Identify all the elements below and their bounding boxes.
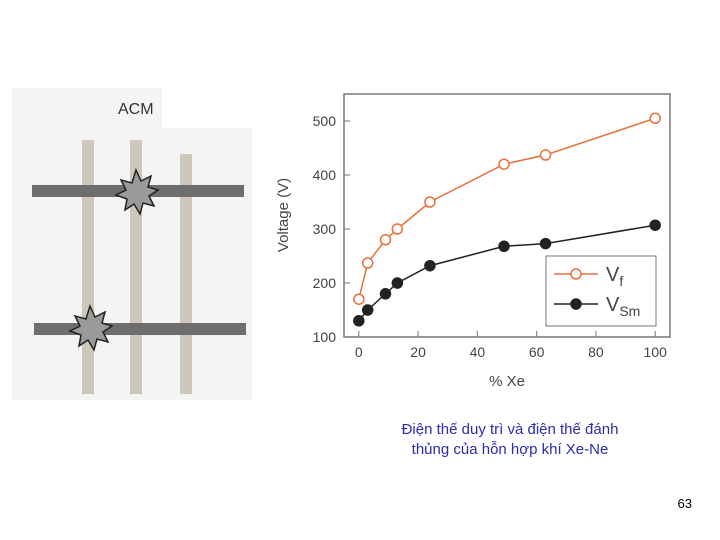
legend-label-vf: Vf: [606, 264, 623, 289]
data-point-vsm: [424, 259, 436, 272]
data-point-vsm: [353, 315, 365, 327]
y-tick-label: 500: [313, 113, 337, 129]
data-point-vf: [649, 112, 661, 125]
x-tick-label: 80: [588, 344, 604, 360]
legend-marker-vsm: [570, 298, 582, 310]
legend-marker-vf: [570, 268, 582, 280]
data-point-vsm: [649, 219, 661, 231]
data-point-vsm: [498, 240, 510, 253]
data-point-vf: [361, 257, 374, 269]
data-point-vsm: [391, 277, 404, 289]
y-tick-label: 100: [313, 329, 337, 345]
legend-label-vsm: VSm: [606, 294, 640, 319]
data-point-vf: [391, 223, 404, 235]
page-number: 63: [677, 496, 692, 511]
x-tick-label: 60: [529, 344, 545, 360]
voltage-vs-xe-chart: 100 200 300 400 500 0 20 40 60 80 100 Voltage (V)…: [275, 93, 671, 390]
x-tick-label: 0: [355, 344, 363, 360]
y-axis-label: Voltage (V): [275, 178, 292, 252]
vertical-electrode-1: [82, 140, 94, 394]
data-point-vsm: [361, 304, 374, 316]
legend: Vf VSm: [545, 255, 657, 327]
x-tick-label: 40: [470, 344, 486, 360]
x-tick-label: 100: [644, 344, 668, 360]
discharge-burst-icon-1: [114, 167, 160, 216]
data-point-vf: [424, 196, 436, 208]
discharge-burst-icon-2: [68, 303, 114, 352]
data-point-vf: [539, 149, 552, 161]
plot-frame: [343, 93, 671, 338]
x-tick-label: 20: [410, 344, 426, 360]
x-axis-label: % Xe: [489, 373, 525, 390]
acm-label: ACM: [118, 101, 154, 118]
caption-line-2: thủng của hỗn hợp khí Xe-Ne: [411, 441, 609, 458]
x-axis-ticks: 0 20 40 60 80 100: [355, 331, 667, 360]
data-point-vf: [353, 293, 365, 305]
horizontal-electrode-2: [34, 323, 246, 335]
figure-caption: Điện thế duy trì và điện thế đánh thủng …: [330, 420, 690, 460]
legend-box: [545, 255, 657, 327]
y-tick-label: 300: [313, 221, 337, 237]
y-tick-label: 400: [313, 167, 337, 183]
caption-line-1: Điện thế duy trì và điện thế đánh: [401, 421, 619, 438]
data-point-vsm: [379, 288, 392, 300]
data-point-vsm: [539, 237, 552, 250]
y-tick-label: 200: [313, 275, 337, 291]
data-point-vf: [379, 234, 392, 246]
data-point-vf: [498, 158, 510, 170]
acm-electrode-diagram: ACM: [12, 88, 252, 400]
diagram-corner-patch: [162, 88, 252, 128]
series-layer: [353, 112, 661, 327]
y-axis-ticks: 100 200 300 400 500: [313, 113, 350, 345]
